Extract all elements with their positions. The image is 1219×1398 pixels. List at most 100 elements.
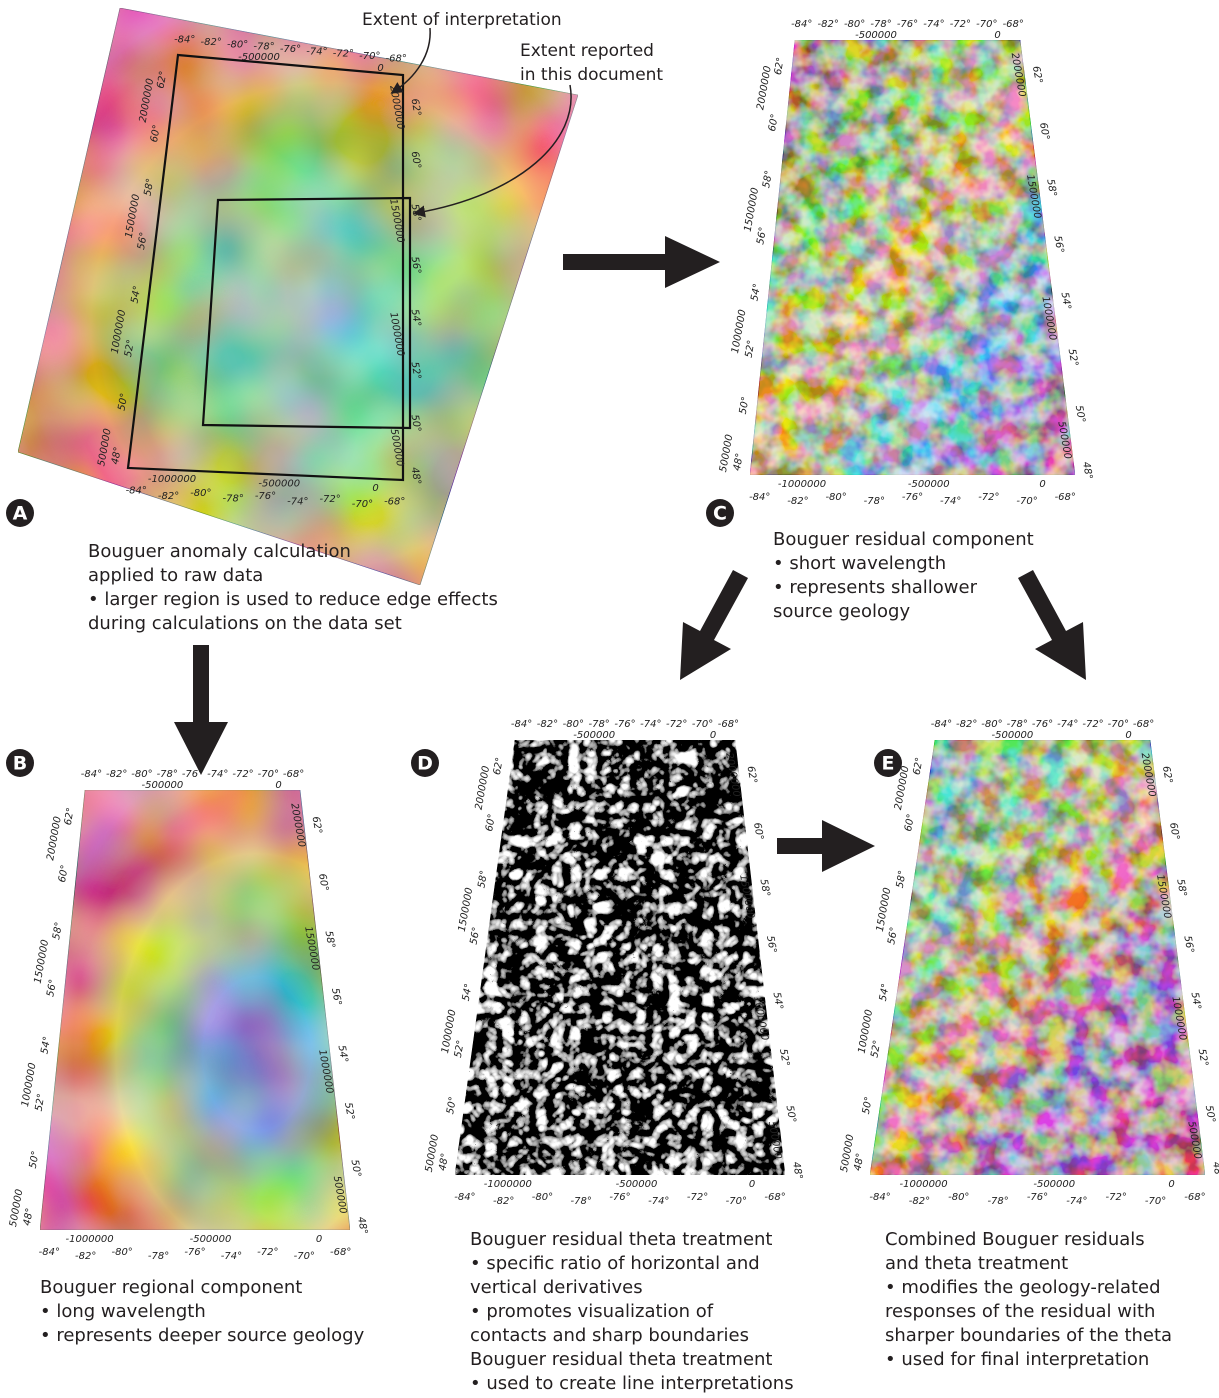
longitude-label: -78° <box>987 1196 1008 1207</box>
longitude-label: -78° <box>1007 719 1028 730</box>
latitude-label: 54° <box>749 283 763 302</box>
longitude-label: -74° <box>940 496 961 507</box>
longitude-label: -72° <box>1082 719 1103 730</box>
longitude-label: -68° <box>718 719 739 730</box>
projected-label: -500000 <box>190 1234 232 1245</box>
longitude-label: -68° <box>330 1247 351 1258</box>
panel-letter: D <box>417 753 433 775</box>
latitude-label: 48° <box>852 1152 866 1171</box>
caption-line: • long wavelength <box>40 1301 206 1322</box>
caption-line: applied to raw data <box>88 565 263 586</box>
latitude-label: 54° <box>1189 991 1203 1010</box>
caption-line: contacts and sharp boundaries <box>470 1325 749 1346</box>
longitude-label: -70° <box>1016 496 1037 507</box>
latitude-label: 50° <box>1203 1104 1217 1123</box>
latitude-label: 58° <box>476 870 490 889</box>
longitude-label: -70° <box>352 499 373 510</box>
longitude-label: -70° <box>294 1251 315 1262</box>
latitude-label: 52° <box>744 339 758 358</box>
longitude-label: -72° <box>333 49 354 60</box>
longitude-label: -84° <box>791 19 812 30</box>
caption-line: • used for final interpretation <box>885 1349 1149 1370</box>
longitude-label: -80° <box>981 719 1002 730</box>
panel-a: -84°-84°-82°-82°-80°-80°-78°-78°-76°-76°… <box>6 8 578 634</box>
longitude-label: -84° <box>931 719 952 730</box>
figure: Extent of interpretation Extent reported… <box>0 0 1219 1398</box>
latitude-label: 52° <box>869 1039 883 1058</box>
caption-line: • short wavelength <box>773 553 946 574</box>
latitude-label: 50° <box>445 1096 459 1115</box>
latitude-label: 48° <box>355 1216 369 1235</box>
projected-label: 2000000 <box>474 765 493 811</box>
latitude-label: 54° <box>1059 291 1073 310</box>
latitude-label: 50° <box>738 396 752 415</box>
panel-letter: C <box>713 503 727 525</box>
latitude-label: 60° <box>316 873 330 892</box>
longitude-label: -72° <box>232 769 253 780</box>
latitude-label: 54° <box>878 983 892 1002</box>
latitude-label: 50° <box>349 1159 363 1178</box>
caption-line: • modifies the geology-related <box>885 1277 1161 1298</box>
longitude-label: -80° <box>948 1192 969 1203</box>
projected-label: -1000000 <box>148 474 196 485</box>
caption-line: • larger region is used to reduce edge e… <box>88 589 498 610</box>
gravity-map <box>455 740 785 1175</box>
latitude-label: 54° <box>461 983 475 1002</box>
longitude-label: -82° <box>818 19 839 30</box>
longitude-label: -68° <box>1184 1192 1205 1203</box>
latitude-label: 54° <box>39 1036 53 1055</box>
projected-label: -500000 <box>238 52 280 63</box>
projected-label: 2000000 <box>755 65 774 111</box>
panel-e: -84°-84°-82°-82°-80°-80°-78°-78°-76°-76°… <box>839 719 1219 1370</box>
latitude-label: 52° <box>34 1093 48 1112</box>
latitude-label: 62° <box>773 56 787 75</box>
longitude-label: -78° <box>870 19 891 30</box>
latitude-label: 52° <box>342 1102 356 1121</box>
panel-letter: A <box>13 503 28 525</box>
longitude-label: -68° <box>1055 492 1076 503</box>
longitude-label: -82° <box>909 1196 930 1207</box>
caption-line: Bouguer residual theta treatment <box>470 1349 773 1370</box>
longitude-label: -84° <box>81 769 102 780</box>
latitude-label: 56° <box>764 935 778 954</box>
longitude-label: -74° <box>1057 719 1078 730</box>
longitude-label: -80° <box>563 719 584 730</box>
annotation: Extent reported <box>520 41 654 61</box>
longitude-label: -74° <box>221 1251 242 1262</box>
caption-line: • represents shallower <box>773 577 978 598</box>
latitude-label: 48° <box>1080 461 1094 480</box>
latitude-label: 48° <box>22 1207 36 1226</box>
longitude-label: -82° <box>158 491 179 502</box>
longitude-label: -74° <box>923 19 944 30</box>
longitude-label: -72° <box>978 492 999 503</box>
latitude-label: 62° <box>1030 65 1044 84</box>
latitude-label: 58° <box>895 870 909 889</box>
latitude-label: 52° <box>1196 1048 1210 1067</box>
annotation: Extent of interpretation <box>362 10 562 30</box>
projected-label: 1500000 <box>875 887 894 933</box>
longitude-label: -78° <box>864 496 885 507</box>
latitude-label: 58° <box>323 930 337 949</box>
longitude-label: -70° <box>976 19 997 30</box>
longitude-label: -80° <box>111 1247 132 1258</box>
longitude-label: -76° <box>609 1192 630 1203</box>
longitude-label: -76° <box>897 19 918 30</box>
caption-line: • promotes visualization of <box>470 1301 714 1322</box>
latitude-label: 62° <box>310 816 324 835</box>
longitude-label: -80° <box>844 19 865 30</box>
latitude-label: 62° <box>63 807 77 826</box>
longitude-label: -72° <box>257 1247 278 1258</box>
projected-label: 0 <box>749 1179 755 1190</box>
longitude-label: -78° <box>253 42 274 53</box>
caption-line: during calculations on the data set <box>88 613 402 634</box>
longitude-label: -80° <box>532 1192 553 1203</box>
projected-label: 0 <box>710 730 716 741</box>
latitude-label: 52° <box>1066 348 1080 367</box>
longitude-label: -80° <box>825 492 846 503</box>
projected-label: -500000 <box>992 730 1034 741</box>
arrow-c-to-e <box>1018 570 1086 680</box>
latitude-label: 58° <box>758 878 772 897</box>
caption-line: responses of the residual with <box>885 1301 1155 1322</box>
figure-canvas: Extent of interpretation Extent reported… <box>0 0 1219 1398</box>
latitude-label: 56° <box>886 926 900 945</box>
